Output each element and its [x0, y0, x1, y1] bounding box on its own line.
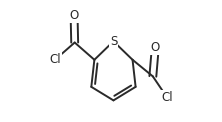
Text: O: O — [69, 9, 79, 22]
Text: S: S — [110, 35, 117, 48]
Text: Cl: Cl — [49, 53, 61, 66]
Text: Cl: Cl — [161, 91, 173, 104]
Text: O: O — [151, 41, 160, 54]
